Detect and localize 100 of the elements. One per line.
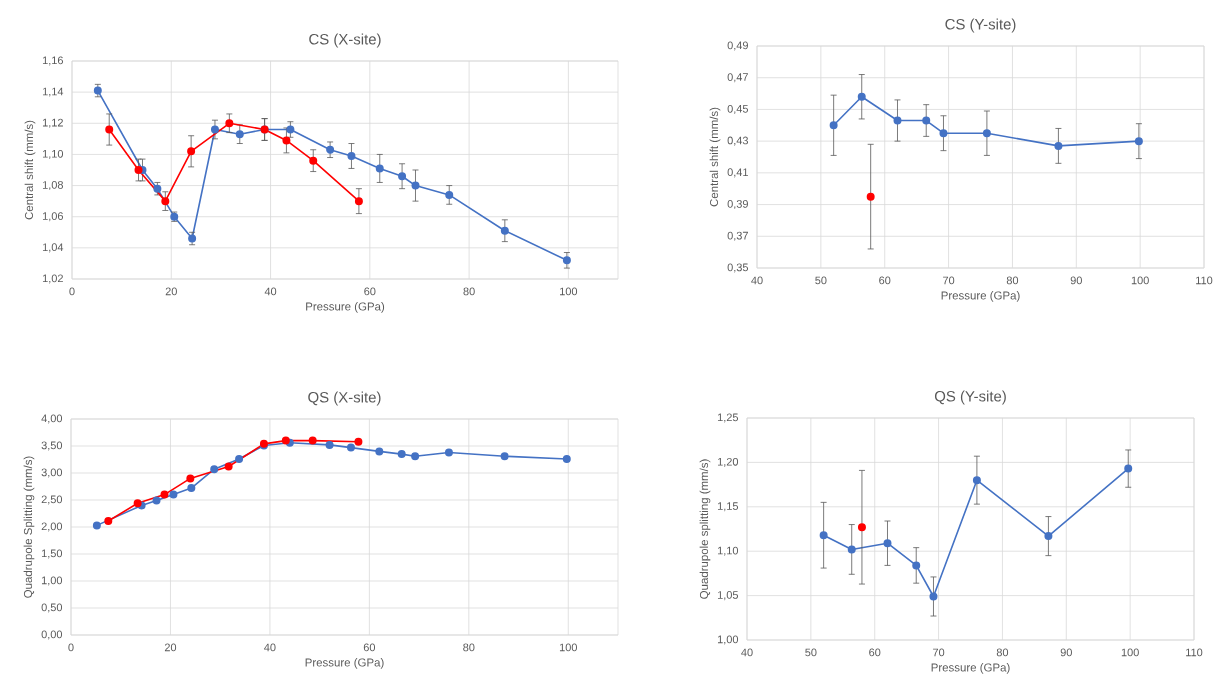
y-tick-label: 0,41 bbox=[727, 168, 748, 178]
point bbox=[1134, 137, 1143, 146]
x-tick-label: 20 bbox=[165, 287, 177, 296]
point bbox=[224, 462, 233, 471]
point bbox=[939, 129, 948, 138]
y-tick-label: 1,02 bbox=[42, 274, 63, 284]
x-axis-title: Pressure (GPa) bbox=[306, 302, 385, 313]
point bbox=[411, 452, 420, 461]
x-tick-label: 80 bbox=[463, 643, 475, 652]
y-tick-label: 0,45 bbox=[727, 104, 749, 114]
y-tick-label: 1,15 bbox=[717, 502, 739, 512]
point bbox=[161, 197, 170, 206]
y-tick-label: 0,37 bbox=[727, 231, 748, 241]
x-tick-label: 100 bbox=[559, 643, 577, 652]
point bbox=[346, 443, 355, 452]
point bbox=[309, 156, 318, 165]
point bbox=[160, 490, 169, 499]
point bbox=[972, 476, 981, 485]
x-tick-label: 90 bbox=[1070, 276, 1082, 285]
point bbox=[562, 454, 571, 463]
point bbox=[883, 539, 892, 548]
x-tick-label: 40 bbox=[264, 643, 276, 652]
point bbox=[411, 181, 420, 190]
point bbox=[444, 448, 453, 457]
point bbox=[187, 147, 196, 156]
point bbox=[857, 523, 866, 532]
x-tick-label: 80 bbox=[996, 648, 1009, 657]
point bbox=[134, 165, 143, 174]
y-tick-label: 4,00 bbox=[41, 414, 63, 424]
point bbox=[500, 226, 509, 235]
y-tick-label: 3,00 bbox=[41, 468, 63, 478]
y-axis-title: Central shift (mm/s) bbox=[24, 120, 36, 220]
y-tick-label: 1,00 bbox=[717, 635, 739, 645]
point bbox=[308, 436, 317, 445]
chart-title: CS (X-site) bbox=[309, 33, 381, 48]
point bbox=[1044, 532, 1053, 541]
point bbox=[325, 440, 334, 449]
point bbox=[847, 545, 856, 554]
y-tick-label: 0,39 bbox=[727, 200, 748, 210]
point bbox=[225, 119, 234, 128]
point bbox=[282, 136, 291, 145]
point bbox=[210, 465, 219, 474]
y-tick-label: 1,10 bbox=[717, 546, 739, 556]
x-tick-label: 70 bbox=[943, 276, 955, 285]
x-axis-title: Pressure (GPa) bbox=[305, 658, 384, 669]
point bbox=[186, 474, 195, 483]
x-tick-label: 70 bbox=[933, 648, 945, 657]
y-tick-label: 1,05 bbox=[717, 591, 739, 601]
y-axis-title: Quadrupole splitting (mm/s) bbox=[699, 459, 711, 599]
point bbox=[1124, 464, 1133, 473]
point bbox=[169, 490, 178, 499]
point bbox=[982, 129, 991, 138]
point bbox=[398, 172, 407, 181]
y-tick-label: 1,14 bbox=[42, 87, 64, 97]
y-tick-label: 1,25 bbox=[717, 413, 739, 423]
x-tick-label: 100 bbox=[1121, 648, 1139, 657]
point bbox=[562, 256, 571, 265]
x-tick-label: 60 bbox=[363, 643, 376, 652]
x-tick-label: 40 bbox=[264, 287, 277, 296]
point bbox=[375, 447, 384, 456]
y-tick-label: 1,16 bbox=[42, 56, 63, 66]
x-axis-title: Pressure (GPa) bbox=[931, 663, 1010, 674]
x-tick-label: 60 bbox=[879, 276, 891, 285]
point bbox=[92, 521, 101, 530]
x-tick-label: 40 bbox=[751, 276, 763, 285]
x-axis-title: Pressure (GPa) bbox=[941, 291, 1020, 302]
x-tick-label: 100 bbox=[1131, 276, 1149, 285]
y-tick-label: 3,50 bbox=[41, 441, 63, 451]
point bbox=[153, 184, 162, 193]
chart-title: CS (Y-site) bbox=[945, 18, 1016, 33]
y-tick-label: 0,47 bbox=[727, 73, 748, 83]
chart-title: QS (Y-site) bbox=[934, 390, 1006, 405]
x-tick-label: 60 bbox=[364, 287, 376, 296]
point bbox=[912, 561, 921, 570]
y-tick-label: 1,06 bbox=[42, 212, 63, 222]
point bbox=[133, 499, 142, 508]
y-tick-label: 1,20 bbox=[717, 457, 739, 467]
point bbox=[893, 116, 902, 125]
y-tick-label: 1,12 bbox=[42, 118, 63, 128]
point bbox=[235, 130, 244, 139]
point bbox=[281, 436, 290, 445]
x-tick-label: 80 bbox=[463, 287, 475, 296]
x-tick-label: 50 bbox=[805, 648, 817, 657]
point bbox=[375, 164, 384, 173]
y-tick-label: 2,00 bbox=[41, 522, 63, 532]
point bbox=[105, 125, 114, 134]
x-tick-label: 20 bbox=[164, 643, 177, 652]
y-axis-title: Quadrupole Splitting (mm/s) bbox=[23, 456, 35, 598]
x-tick-label: 50 bbox=[815, 276, 827, 285]
point bbox=[857, 92, 866, 101]
y-tick-label: 1,08 bbox=[42, 181, 63, 191]
x-tick-label: 90 bbox=[1060, 648, 1072, 657]
point bbox=[819, 531, 828, 540]
point bbox=[500, 452, 509, 461]
point bbox=[188, 234, 197, 243]
y-tick-label: 1,00 bbox=[41, 576, 63, 586]
x-tick-label: 100 bbox=[560, 287, 578, 296]
point bbox=[187, 484, 196, 493]
y-tick-label: 0,00 bbox=[41, 630, 63, 640]
point bbox=[210, 125, 219, 134]
